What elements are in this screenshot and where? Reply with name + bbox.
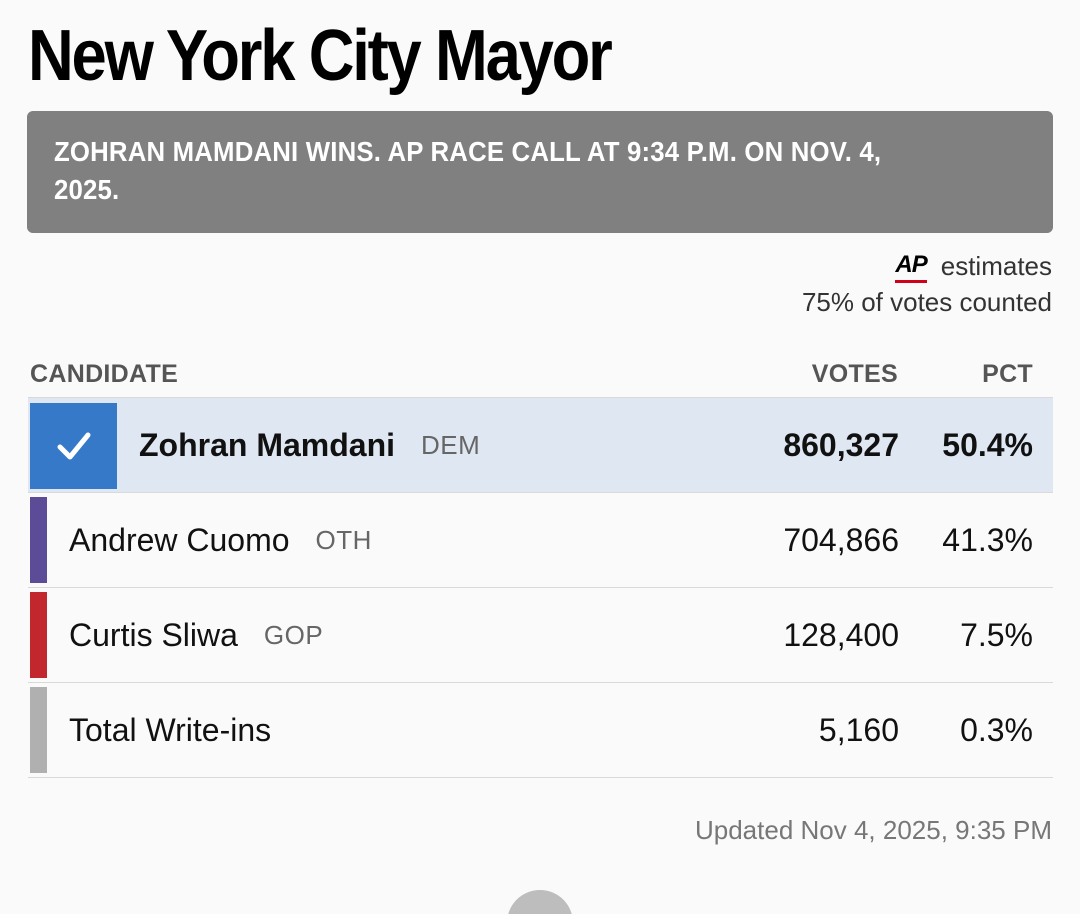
party-color-bar <box>30 687 47 773</box>
winner-badge <box>30 403 117 489</box>
table-row: Curtis Sliwa GOP 128,400 7.5% <box>28 588 1053 683</box>
candidate-party: OTH <box>315 525 372 555</box>
source-info: AP estimates 75% of votes counted <box>802 248 1052 320</box>
race-call-text: ZOHRAN MAMDANI WINS. AP RACE CALL AT 9:3… <box>54 136 882 205</box>
party-color-bar <box>30 497 47 583</box>
table-row: Zohran Mamdani DEM 860,327 50.4% <box>28 398 1053 493</box>
candidate-name: Curtis Sliwa <box>69 617 238 653</box>
candidate-name: Zohran Mamdani <box>139 427 396 463</box>
candidate-pct: 41.3% <box>942 522 1033 558</box>
candidate-pct: 50.4% <box>942 427 1033 463</box>
ap-logo: AP <box>895 251 928 283</box>
party-color-bar <box>30 592 47 678</box>
results-header: CANDIDATE VOTES PCT <box>28 350 1053 398</box>
updated-timestamp: Updated Nov 4, 2025, 9:35 PM <box>694 815 1052 845</box>
page-title: New York City Mayor <box>28 16 613 96</box>
estimates-label: estimates <box>940 251 1052 281</box>
candidate-votes: 128,400 <box>783 617 899 653</box>
candidate-party: DEM <box>421 430 481 460</box>
candidate-party: GOP <box>263 620 324 650</box>
candidate-name: Andrew Cuomo <box>69 522 290 558</box>
table-row: Total Write-ins 5,160 0.3% <box>28 683 1053 778</box>
header-votes: VOTES <box>811 360 898 388</box>
table-row: Andrew Cuomo OTH 704,866 41.3% <box>28 493 1053 588</box>
candidate-name: Total Write-ins <box>69 712 272 748</box>
candidate-votes: 5,160 <box>818 712 899 748</box>
checkmark-icon <box>57 432 90 460</box>
scroll-handle[interactable] <box>507 890 573 914</box>
votes-counted: 75% of votes counted <box>801 287 1052 317</box>
candidate-pct: 0.3% <box>960 712 1033 748</box>
results-table: CANDIDATE VOTES PCT Zohran Mamdani DEM 8… <box>28 350 1053 778</box>
candidate-votes: 860,327 <box>783 427 899 463</box>
header-candidate: CANDIDATE <box>30 360 179 388</box>
candidate-pct: 7.5% <box>960 617 1033 653</box>
race-call-banner: ZOHRAN MAMDANI WINS. AP RACE CALL AT 9:3… <box>27 111 1053 233</box>
candidate-votes: 704,866 <box>783 522 899 558</box>
header-pct: PCT <box>982 360 1033 388</box>
